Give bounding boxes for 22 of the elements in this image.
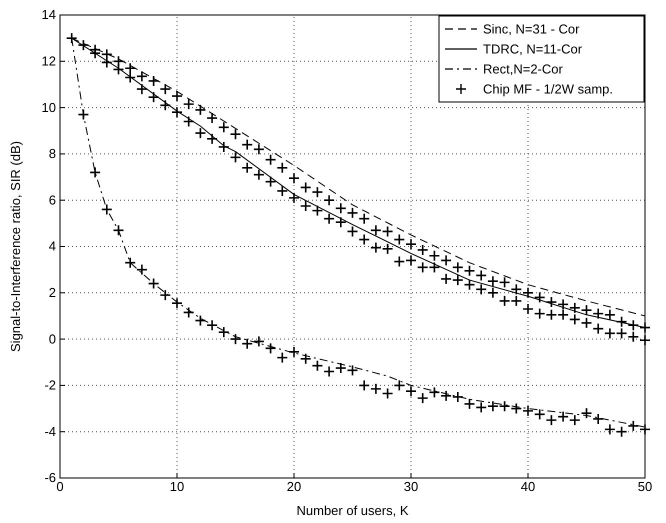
x-tick-label: 20 bbox=[286, 479, 302, 494]
legend-label: Sinc, N=31 - Cor bbox=[483, 22, 580, 36]
y-axis-title: Signal-to-Interference ratio, SIR (dB) bbox=[8, 141, 23, 352]
legend-label: TDRC, N=11-Cor bbox=[483, 42, 583, 56]
x-tick-label: 30 bbox=[404, 479, 418, 494]
y-tick-label: 6 bbox=[48, 192, 56, 208]
y-tick-label: 0 bbox=[48, 331, 56, 346]
legend-label: Rect,N=2-Cor bbox=[483, 62, 564, 76]
y-tick-label: -6 bbox=[44, 470, 56, 486]
y-tick-label: 4 bbox=[48, 238, 56, 254]
x-tick-label: 40 bbox=[520, 479, 536, 494]
legend-label: Chip MF - 1/2W samp. bbox=[483, 82, 614, 96]
x-axis-title: Number of users, K bbox=[296, 503, 409, 518]
x-tick-label: 50 bbox=[638, 479, 652, 494]
y-tick-label: 2 bbox=[48, 284, 56, 300]
y-tick-label: -2 bbox=[44, 378, 56, 393]
y-tick-label: 12 bbox=[42, 53, 56, 68]
y-tick-label: 8 bbox=[48, 146, 56, 162]
x-tick-label: 10 bbox=[170, 479, 184, 494]
y-tick-label: 10 bbox=[42, 100, 56, 115]
y-tick-label: 14 bbox=[42, 7, 56, 22]
y-tick-label: -4 bbox=[44, 424, 56, 439]
